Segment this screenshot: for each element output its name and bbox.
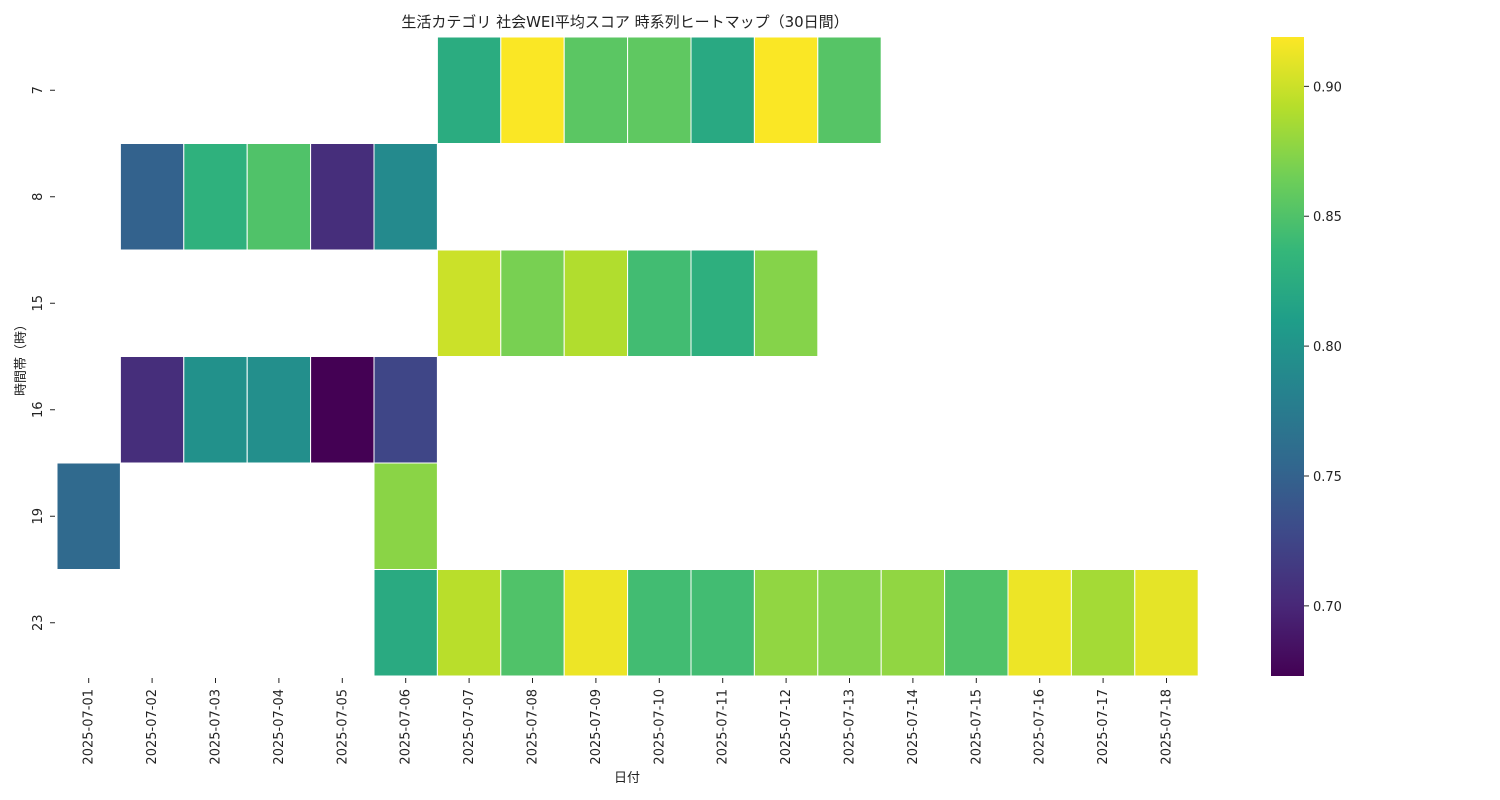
colorbar-tick-label: 0.80	[1313, 340, 1342, 355]
heatmap-cell	[944, 569, 1009, 677]
heatmap-cell	[183, 143, 248, 251]
heatmap-cell	[119, 356, 185, 464]
heatmap-cell	[817, 569, 882, 677]
heatmap-cell	[119, 143, 185, 251]
heatmap-cell	[373, 356, 438, 464]
colorbar-tick-label: 0.75	[1313, 470, 1342, 485]
heatmap-cell	[246, 356, 312, 464]
y-tick-label: 8	[31, 193, 46, 201]
x-axis-label: 日付	[614, 771, 640, 786]
x-tick-label: 2025-07-07	[462, 689, 477, 765]
heatmap-cell	[310, 143, 375, 251]
heatmap-cell	[436, 249, 502, 357]
heatmap-cell	[563, 36, 629, 144]
y-tick-label: 15	[31, 295, 46, 312]
x-tick-label: 2025-07-08	[526, 689, 541, 765]
heatmap-cell	[500, 36, 565, 144]
heatmap-cell	[1007, 569, 1072, 677]
colorbar-tick-label: 0.85	[1313, 210, 1342, 225]
x-tick-label: 2025-07-12	[779, 689, 794, 765]
x-tick-label: 2025-07-18	[1160, 689, 1175, 765]
colorbar-tick-label: 0.90	[1313, 80, 1342, 95]
x-tick-label: 2025-07-10	[652, 689, 667, 765]
y-tick-label: 19	[31, 508, 46, 525]
heatmap-cell	[753, 36, 819, 144]
heatmap-cell	[436, 569, 502, 677]
colorbar-tick-label: 0.70	[1313, 600, 1342, 615]
heatmap-cell	[563, 569, 629, 677]
heatmap-cell	[753, 569, 819, 677]
x-tick-label: 2025-07-13	[843, 689, 858, 765]
heatmap-cell	[563, 249, 629, 357]
heatmap-cell	[753, 249, 819, 357]
heatmap-cell	[1134, 569, 1199, 677]
colorbar-ticks: 0.70 0.75 0.80 0.85 0.90	[1304, 80, 1342, 615]
heatmap-cell	[817, 36, 882, 144]
x-tick-label: 2025-07-01	[82, 689, 97, 765]
y-axis-ticks: 7 8 15 16 19 23	[31, 86, 55, 631]
heatmap-cell	[627, 249, 692, 357]
heatmap-cell	[183, 356, 248, 464]
x-tick-label: 2025-07-09	[589, 689, 604, 765]
heatmap-cell	[373, 143, 438, 251]
x-tick-label: 2025-07-14	[906, 689, 921, 765]
heatmap-cell	[373, 569, 438, 677]
heatmap-cell	[880, 569, 946, 677]
heatmap-cell	[627, 36, 692, 144]
y-tick-label: 16	[31, 401, 46, 418]
heatmap-cells	[56, 36, 1199, 677]
colorbar	[1271, 37, 1304, 676]
x-tick-label: 2025-07-17	[1096, 689, 1111, 765]
heatmap-cell	[690, 569, 755, 677]
x-tick-label: 2025-07-04	[272, 689, 287, 765]
x-axis-ticks: 2025-07-01 2025-07-02 2025-07-03 2025-07-04…	[82, 678, 1175, 765]
x-tick-label: 2025-07-16	[1033, 689, 1048, 765]
y-tick-label: 7	[31, 86, 46, 94]
x-tick-label: 2025-07-02	[145, 689, 160, 765]
heatmap-cell	[1070, 569, 1136, 677]
heatmap-cell	[310, 356, 375, 464]
x-tick-label: 2025-07-03	[209, 689, 224, 765]
x-tick-label: 2025-07-11	[716, 689, 731, 765]
heatmap-cell	[500, 569, 565, 677]
y-axis-label: 時間帯（時）	[14, 318, 29, 396]
x-tick-label: 2025-07-06	[399, 689, 414, 765]
x-tick-label: 2025-07-05	[335, 689, 350, 765]
heatmap-cell	[500, 249, 565, 357]
chart-title: 生活カテゴリ 社会WEI平均スコア 時系列ヒートマップ（30日間）	[401, 13, 848, 31]
heatmap-cell	[436, 36, 502, 144]
heatmap-cell	[690, 36, 755, 144]
heatmap-cell	[246, 143, 312, 251]
y-tick-label: 23	[31, 614, 46, 631]
x-tick-label: 2025-07-15	[969, 689, 984, 765]
heatmap-cell	[373, 462, 438, 570]
heatmap-cell	[627, 569, 692, 677]
heatmap-cell	[690, 249, 755, 357]
heatmap-cell	[56, 462, 121, 570]
